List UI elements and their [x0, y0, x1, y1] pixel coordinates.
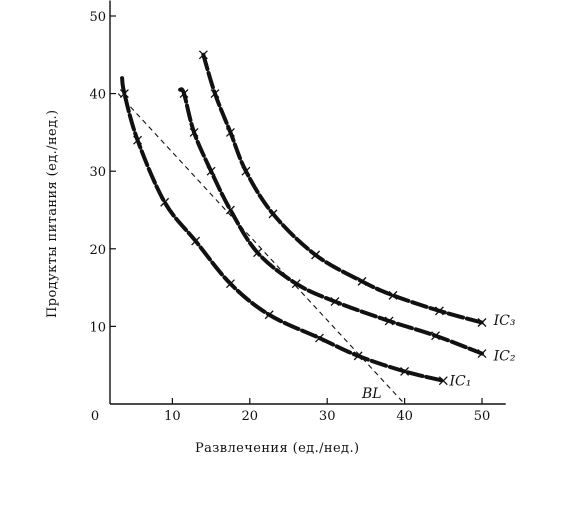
series-1: IC₁: [119, 76, 471, 389]
data-point-marker: [431, 331, 441, 341]
data-point-marker: [225, 205, 235, 215]
data-point-marker: [384, 316, 394, 326]
data-point-marker: [119, 89, 129, 99]
data-point-marker: [291, 279, 301, 289]
series-label: BL: [361, 386, 382, 402]
data-point-marker: [253, 248, 262, 258]
data-point-marker: [434, 306, 444, 316]
series-4: BL: [117, 93, 406, 405]
x-axis-ticks: 0 10 20 30 40 50: [91, 398, 490, 424]
series-layer: IC₁ IC₂ IC₃ BL: [117, 50, 516, 405]
data-point-marker: [400, 366, 410, 376]
data-point-marker: [477, 349, 487, 359]
series-2: IC₂: [178, 87, 516, 365]
x-tick-label: 40: [396, 409, 413, 424]
data-point-marker: [179, 89, 189, 99]
x-tick-label: 50: [474, 409, 491, 424]
data-point-marker: [477, 318, 487, 327]
data-point-marker: [353, 351, 363, 361]
data-point-marker: [388, 290, 398, 300]
x-axis-title: Развлечения (ед./нед.): [195, 441, 359, 456]
budget-line: [117, 93, 406, 405]
data-point-marker: [160, 197, 170, 207]
y-tick-label: 30: [89, 165, 106, 180]
indifference-curve: [201, 52, 484, 325]
x-tick-label: 0: [91, 409, 99, 424]
data-point-marker: [311, 250, 321, 260]
y-tick-label: 40: [89, 88, 106, 103]
data-point-marker: [133, 135, 143, 145]
series-label: IC₂: [493, 349, 516, 365]
x-tick-label: 10: [164, 409, 181, 424]
data-point-marker: [268, 209, 278, 219]
series-label: IC₃: [493, 313, 516, 329]
y-axis-title: Продукты питания (ед./нед.): [45, 109, 60, 318]
data-point-marker: [241, 166, 251, 176]
data-point-marker: [210, 89, 220, 99]
data-point-marker: [357, 276, 367, 286]
indifference-curve: [120, 76, 446, 383]
data-point-marker: [438, 376, 448, 386]
y-axis-ticks: 10 20 30 40 50: [89, 10, 116, 335]
data-point-marker: [198, 50, 208, 60]
data-point-marker: [264, 310, 274, 320]
series-label: IC₁: [448, 373, 471, 389]
data-point-marker: [225, 279, 235, 289]
series-3: IC₃: [198, 50, 516, 329]
data-point-marker: [206, 166, 216, 176]
x-tick-label: 20: [242, 409, 259, 424]
y-tick-label: 20: [89, 243, 106, 258]
data-point-marker: [225, 127, 235, 137]
data-point-marker: [330, 297, 340, 307]
axes: [109, 0, 506, 405]
y-tick-label: 50: [89, 10, 106, 25]
y-tick-label: 10: [89, 320, 106, 335]
data-point-marker: [315, 333, 324, 343]
data-point-marker: [191, 236, 201, 246]
x-tick-label: 30: [319, 409, 336, 424]
data-point-marker: [189, 127, 199, 137]
